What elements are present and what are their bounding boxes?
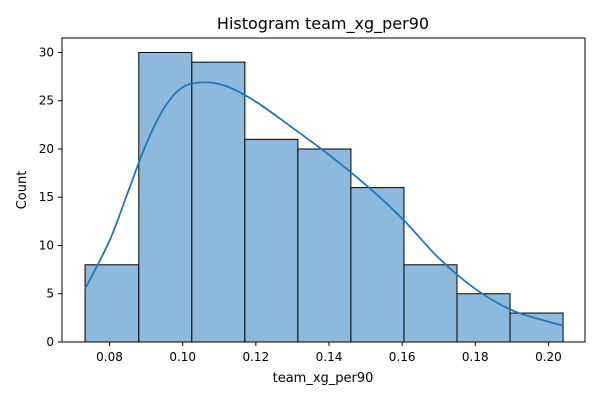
x-tick-label-3: 0.14 (316, 350, 343, 364)
y-tick-label-4: 20 (39, 142, 54, 156)
x-tick-label-6: 0.20 (535, 350, 562, 364)
x-tick-label-0: 0.08 (96, 350, 123, 364)
x-tick-label-4: 0.16 (389, 350, 416, 364)
histogram-bar-1 (138, 51, 193, 343)
y-axis-ticks: 0 5 10 15 20 25 30 (39, 45, 62, 349)
histogram-bar-6 (403, 264, 458, 343)
y-tick-label-1: 5 (46, 287, 54, 301)
histogram-bar-0 (84, 264, 140, 343)
y-tick-label-0: 0 (46, 335, 54, 349)
histogram-bar-2 (191, 61, 246, 343)
x-axis-label: team_xg_per90 (273, 371, 374, 386)
y-tick-label-6: 30 (39, 45, 54, 59)
histogram-bar-7 (456, 293, 511, 343)
kde-curve (84, 81, 564, 327)
x-tick-label-2: 0.12 (242, 350, 269, 364)
y-tick-label-2: 10 (39, 238, 54, 252)
y-tick-label-3: 15 (39, 190, 54, 204)
x-tick-label-1: 0.10 (169, 350, 196, 364)
y-tick-label-5: 25 (39, 94, 54, 108)
plot-area-frame (61, 37, 586, 343)
histogram-bar-3 (244, 138, 299, 343)
histogram-bar-5 (350, 187, 405, 343)
chart-title: Histogram team_xg_per90 (217, 14, 429, 34)
histogram-bar-8 (509, 312, 564, 343)
y-axis-label: Count (15, 171, 30, 210)
x-tick-label-5: 0.18 (462, 350, 489, 364)
x-axis-ticks: 0.08 0.10 0.12 0.14 0.16 0.18 0.20 (96, 342, 562, 364)
kde-curve-group (84, 81, 564, 327)
histogram-bar-4 (297, 148, 352, 343)
histogram-bars (84, 51, 564, 343)
